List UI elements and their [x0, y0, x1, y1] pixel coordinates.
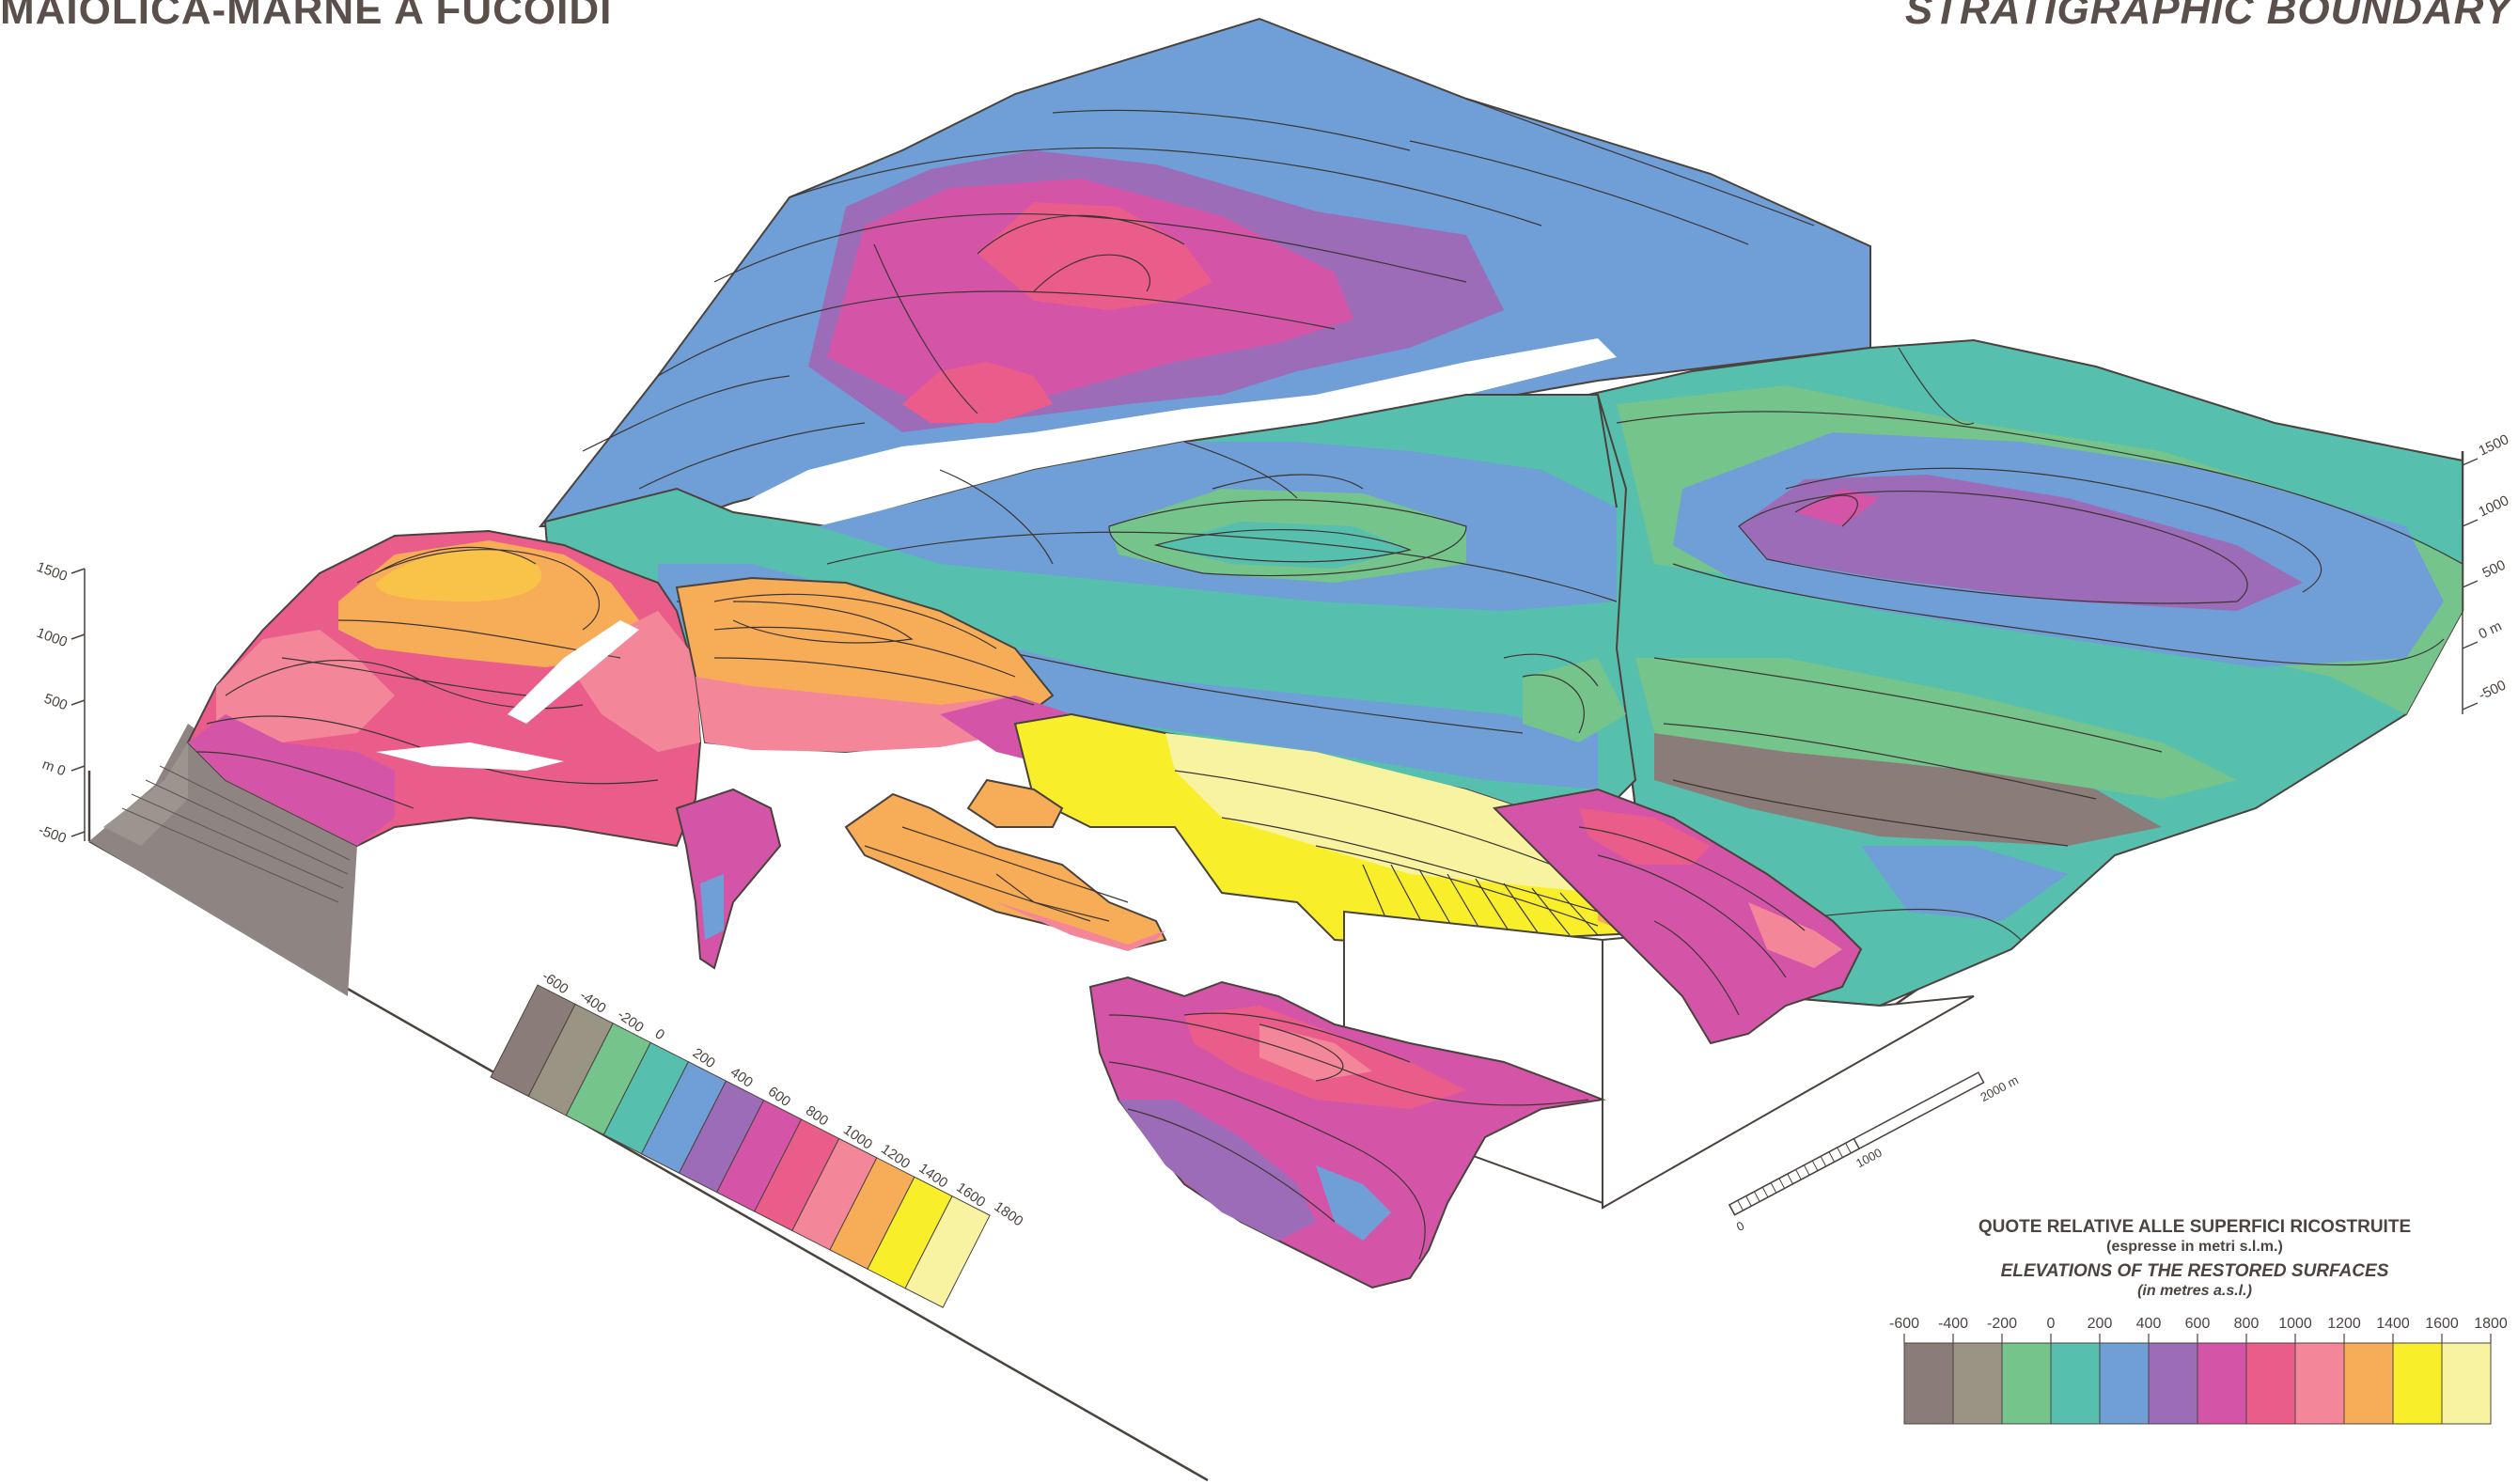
inner-color-legend: -600-400-200 0200400600800100012001400160… — [490, 968, 1026, 1308]
legend-subtitle-it: (espresse in metri s.l.m.) — [2106, 1239, 2283, 1255]
left-small-lobe — [675, 788, 782, 970]
inner-legend-tick: 0 — [652, 1026, 668, 1044]
left-tick-1500: 1500 — [35, 559, 70, 585]
inner-legend-tick: 1800 — [991, 1198, 1025, 1229]
legend-swatch — [2343, 1342, 2394, 1425]
legend-color-bar: -600 -400 -200 0 200 400 600 800 1000 1200 1400 160… — [1889, 1316, 2508, 1425]
legend-tick: 800 — [2234, 1316, 2260, 1332]
legend-tick: 600 — [2185, 1316, 2211, 1332]
right-tick-1000: 1000 — [2477, 492, 2511, 521]
left-side-face — [89, 724, 357, 996]
left-scale-bar — [70, 568, 86, 841]
legend-title-it: QUOTE RELATIVE ALLE SUPERFICI RICOSTRUIT… — [1978, 1217, 2412, 1237]
legend-swatch — [1952, 1342, 2003, 1425]
left-tick-0: m 0 — [40, 757, 68, 780]
legend-swatch — [2001, 1342, 2052, 1425]
right-scale-bar — [2462, 458, 2479, 714]
left-scale-labels: 1500 1000 500 m 0 -500 — [35, 559, 70, 847]
left-tick-1000: 1000 — [35, 625, 70, 650]
legend-swatch — [2050, 1342, 2101, 1425]
scale-label-0: 0 — [1734, 1218, 1746, 1234]
legend-swatch — [2245, 1342, 2296, 1425]
legend-tick: 1000 — [2278, 1316, 2312, 1332]
legend-tick: 0 — [2047, 1316, 2056, 1332]
left-tick-neg500: -500 — [37, 822, 69, 847]
legend-tick: 400 — [2136, 1316, 2162, 1332]
legend-tick: 1600 — [2425, 1316, 2459, 1332]
right-tick-1500: 1500 — [2477, 431, 2511, 460]
boundary-title: STRATIGRAPHIC BOUNDARY — [1904, 0, 2512, 33]
legend-swatch — [2099, 1342, 2150, 1425]
legend-tick: 200 — [2088, 1316, 2113, 1332]
elevation-legend: QUOTE RELATIVE ALLE SUPERFICI RICOSTRUIT… — [1880, 1217, 2510, 1441]
orange-steps — [844, 778, 1167, 951]
legend-swatch — [2197, 1342, 2247, 1425]
legend-tick: -200 — [1987, 1316, 2017, 1332]
legend-subtitle-en: (in metres a.s.l.) — [2137, 1283, 2252, 1299]
legend-tick: -600 — [1889, 1316, 1919, 1332]
legend-tick: 1800 — [2474, 1316, 2508, 1332]
map-title: MAIOLICA-MARNE A FUCOIDI — [0, 0, 613, 33]
orange-dome — [675, 576, 1165, 771]
scale-label-2000: 2000 m — [1978, 1072, 2021, 1104]
legend-swatch — [1903, 1342, 1954, 1425]
legend-tick: -400 — [1938, 1316, 1968, 1332]
right-scale-labels: 1500 1000 500 0 m -500 — [2477, 431, 2511, 704]
right-lobe — [1492, 788, 1863, 1045]
upper-back-surface — [538, 17, 1871, 545]
legend-swatch — [2294, 1342, 2345, 1425]
legend-title-en: ELEVATIONS OF THE RESTORED SURFACES — [2000, 1261, 2389, 1281]
distance-scale: 0 1000 2000 m — [1728, 1071, 2021, 1234]
left-tick-500: 500 — [42, 691, 70, 714]
right-tick-0: 0 m — [2477, 618, 2505, 643]
legend-swatch — [2441, 1342, 2492, 1425]
legend-swatch — [2392, 1342, 2443, 1425]
legend-swatch — [2148, 1342, 2198, 1425]
legend-tick: 1200 — [2327, 1316, 2361, 1332]
bottom-lobe — [1088, 976, 1606, 1289]
right-tick-500: 500 — [2480, 557, 2509, 582]
inner-legend-swatch — [904, 1195, 991, 1308]
right-back-surface — [1587, 338, 2463, 1008]
legend-tick: 1400 — [2376, 1316, 2410, 1332]
left-front-surface — [186, 529, 702, 848]
right-tick-neg500: -500 — [2477, 678, 2509, 704]
